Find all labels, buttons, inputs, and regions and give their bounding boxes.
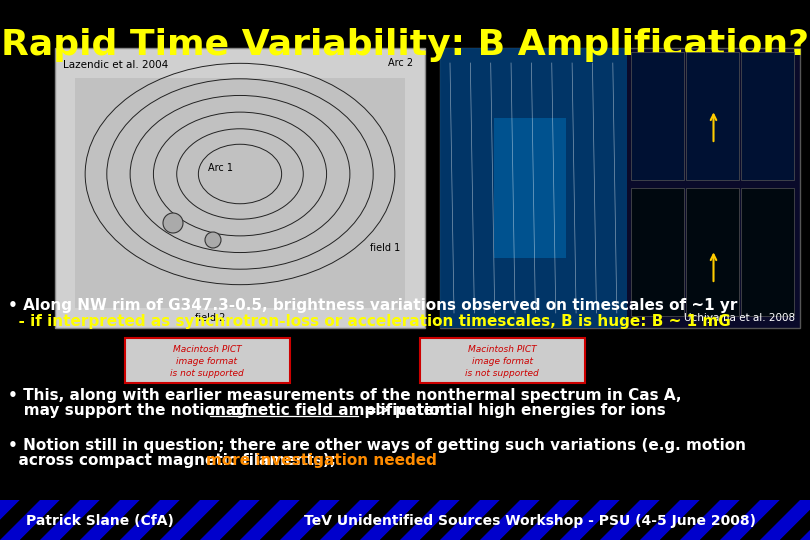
Polygon shape xyxy=(780,500,810,540)
Polygon shape xyxy=(160,500,220,540)
Polygon shape xyxy=(640,500,700,540)
Polygon shape xyxy=(360,500,420,540)
Polygon shape xyxy=(340,500,400,540)
Polygon shape xyxy=(700,500,760,540)
Circle shape xyxy=(163,213,183,233)
Text: Lazendic et al. 2004: Lazendic et al. 2004 xyxy=(63,60,168,70)
Polygon shape xyxy=(420,500,480,540)
Text: across compact magnetic filaments);: across compact magnetic filaments); xyxy=(8,453,341,468)
Polygon shape xyxy=(60,500,120,540)
Text: TeV Unidentified Sources Workshop - PSU (4-5 June 2008): TeV Unidentified Sources Workshop - PSU … xyxy=(304,514,756,528)
Polygon shape xyxy=(0,500,60,540)
Polygon shape xyxy=(240,500,300,540)
Polygon shape xyxy=(0,500,40,540)
Text: magnetic field amplification: magnetic field amplification xyxy=(210,403,450,418)
Polygon shape xyxy=(720,500,780,540)
Polygon shape xyxy=(140,500,200,540)
Polygon shape xyxy=(620,500,680,540)
Polygon shape xyxy=(440,500,500,540)
Polygon shape xyxy=(760,500,810,540)
Text: => potential high energies for ions: => potential high energies for ions xyxy=(359,403,666,418)
Text: • This, along with earlier measurements of the nonthermal spectrum in Cas A,: • This, along with earlier measurements … xyxy=(8,388,681,403)
Bar xyxy=(125,338,290,383)
Text: may support the notion of: may support the notion of xyxy=(8,403,254,418)
Polygon shape xyxy=(80,500,140,540)
Polygon shape xyxy=(100,500,160,540)
Text: Arc 2: Arc 2 xyxy=(388,58,413,68)
Polygon shape xyxy=(800,500,810,540)
Polygon shape xyxy=(0,500,20,540)
Polygon shape xyxy=(40,500,100,540)
Polygon shape xyxy=(460,500,520,540)
Bar xyxy=(440,48,800,328)
Polygon shape xyxy=(120,500,180,540)
Polygon shape xyxy=(220,500,280,540)
Polygon shape xyxy=(680,500,740,540)
Text: Macintosh PICT: Macintosh PICT xyxy=(173,345,241,354)
Text: field 2: field 2 xyxy=(195,313,225,323)
Bar xyxy=(494,118,566,258)
Text: image format: image format xyxy=(471,357,532,366)
Text: Rapid Time Variability: B Amplification?: Rapid Time Variability: B Amplification? xyxy=(1,28,809,62)
Bar xyxy=(741,52,794,180)
Polygon shape xyxy=(740,500,800,540)
Polygon shape xyxy=(300,500,360,540)
Bar xyxy=(686,188,739,316)
Bar xyxy=(631,188,684,316)
Polygon shape xyxy=(200,500,260,540)
Bar xyxy=(420,338,585,383)
Polygon shape xyxy=(500,500,560,540)
Text: field 1: field 1 xyxy=(370,243,400,253)
Polygon shape xyxy=(380,500,440,540)
Text: • Along NW rim of G347.3-0.5, brightness variations observed on timescales of ~1: • Along NW rim of G347.3-0.5, brightness… xyxy=(8,298,737,313)
Bar xyxy=(440,48,627,328)
Bar xyxy=(741,188,794,316)
Text: is not supported: is not supported xyxy=(465,369,539,378)
Bar xyxy=(686,52,739,180)
Text: Macintosh PICT: Macintosh PICT xyxy=(467,345,536,354)
Polygon shape xyxy=(280,500,340,540)
Text: • Notion still in question; there are other ways of getting such variations (e.g: • Notion still in question; there are ot… xyxy=(8,438,746,453)
Polygon shape xyxy=(180,500,240,540)
Polygon shape xyxy=(400,500,460,540)
Polygon shape xyxy=(660,500,720,540)
Circle shape xyxy=(205,232,221,248)
Polygon shape xyxy=(560,500,620,540)
Polygon shape xyxy=(540,500,600,540)
Text: more investigation needed: more investigation needed xyxy=(206,453,437,468)
Bar xyxy=(631,52,684,180)
Polygon shape xyxy=(260,500,320,540)
Text: Patrick Slane (CfA): Patrick Slane (CfA) xyxy=(26,514,174,528)
Polygon shape xyxy=(320,500,380,540)
Text: Arc 1: Arc 1 xyxy=(207,163,232,173)
Text: Uchiyama et al. 2008: Uchiyama et al. 2008 xyxy=(684,313,795,323)
Polygon shape xyxy=(520,500,580,540)
Text: image format: image format xyxy=(177,357,237,366)
Text: - if interpreted as synchrotron-loss or acceleration timescales, B is huge: B ~ : - if interpreted as synchrotron-loss or … xyxy=(8,314,731,329)
Bar xyxy=(75,78,405,308)
Text: is not supported: is not supported xyxy=(170,369,244,378)
Polygon shape xyxy=(600,500,660,540)
Polygon shape xyxy=(480,500,540,540)
Polygon shape xyxy=(580,500,640,540)
Polygon shape xyxy=(20,500,80,540)
Bar xyxy=(55,48,425,328)
